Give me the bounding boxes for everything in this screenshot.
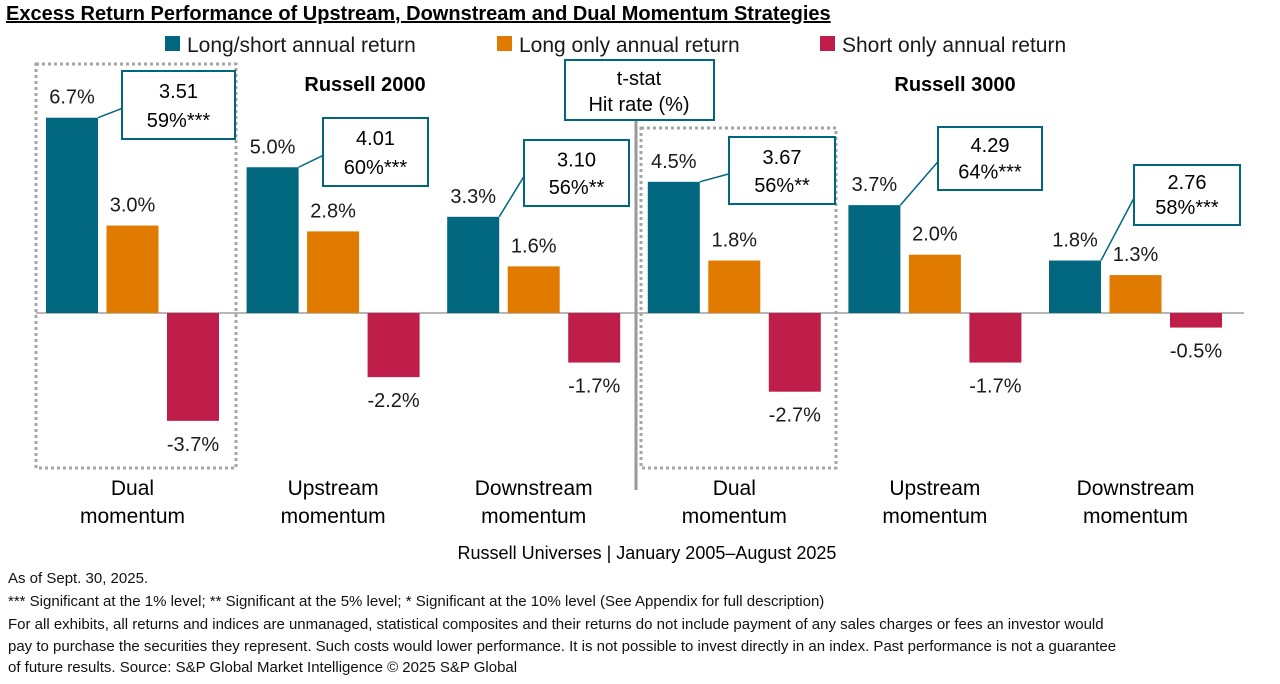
callout-hit-rate: 56%**: [549, 177, 605, 199]
data-label: 1.8%: [1052, 230, 1098, 252]
data-label: -3.7%: [167, 434, 219, 456]
legend-label: Long/short annual return: [187, 34, 416, 57]
data-label: 3.7%: [852, 174, 898, 196]
legend-swatch: [165, 36, 180, 51]
data-label: 4.5%: [651, 151, 697, 173]
bar-short-only-annual-return: [167, 313, 219, 421]
category-label: momentum: [481, 505, 586, 528]
callout-connector: [498, 175, 525, 218]
callout-hit-rate: 58%***: [1155, 197, 1219, 219]
legend-label: Long only annual return: [519, 34, 740, 57]
category-label: Dual: [713, 477, 756, 500]
callout-connector: [298, 154, 324, 168]
callout-hit-rate: 60%***: [344, 157, 408, 179]
data-label: 3.0%: [110, 195, 156, 217]
data-label: 1.3%: [1113, 244, 1159, 266]
footnote-source: of future results. Source: S&P Global Ma…: [8, 659, 518, 676]
highlight-box: [34, 62, 238, 470]
bar-short-only-annual-return: [367, 313, 420, 378]
category-label: momentum: [80, 505, 185, 528]
callout-box: [1133, 164, 1241, 226]
footnote-significance: *** Significant at the 1% level; ** Sign…: [8, 593, 825, 610]
bar-long-short-annual-return: [46, 117, 98, 313]
category-label: momentum: [682, 505, 787, 528]
highlight-box: [639, 126, 838, 470]
bar-short-only-annual-return: [969, 313, 1022, 363]
callout-connector: [899, 161, 939, 206]
panel-title: Russell 2000: [304, 74, 425, 96]
bar-short-only-annual-return: [1170, 313, 1222, 328]
bar-long-only-annual-return: [507, 266, 560, 313]
data-label: 1.8%: [712, 230, 758, 252]
callout-tstat: 4.29: [971, 135, 1010, 157]
callout-hit-rate: 64%***: [958, 162, 1022, 184]
data-label: 1.6%: [511, 235, 557, 257]
callout-box: [322, 117, 429, 187]
data-label: 5.0%: [250, 136, 296, 158]
category-label: Upstream: [889, 477, 980, 500]
legend-label: Short only annual return: [842, 34, 1066, 57]
category-label: Downstream: [475, 477, 593, 500]
chart-title: Excess Return Performance of Upstream, D…: [6, 3, 831, 25]
category-label: momentum: [1083, 505, 1188, 528]
panel-title: Russell 3000: [894, 74, 1015, 96]
callout-tstat: 4.01: [356, 128, 395, 150]
data-label: 2.0%: [912, 224, 958, 246]
footnote-disclaimer-1: For all exhibits, all returns and indice…: [8, 616, 1104, 633]
data-label: -0.5%: [1170, 341, 1222, 363]
data-label: -2.7%: [769, 405, 821, 427]
callout-connector: [1100, 197, 1135, 261]
callout-tstat: 3.51: [159, 81, 198, 103]
bar-long-only-annual-return: [908, 254, 961, 313]
data-label: -1.7%: [568, 376, 620, 398]
data-label: 6.7%: [49, 87, 95, 109]
bar-long-short-annual-return: [1049, 260, 1101, 313]
callout-box: [728, 136, 836, 205]
callout-hit-rate: 56%**: [754, 175, 810, 197]
bar-short-only-annual-return: [568, 313, 621, 363]
bar-long-only-annual-return: [106, 225, 159, 313]
data-label: 2.8%: [310, 200, 356, 222]
callout-tstat: 3.10: [557, 149, 596, 171]
callout-box: [937, 126, 1043, 191]
callout-hit-rate: 59%***: [147, 110, 211, 132]
callout-tstat: 2.76: [1168, 172, 1207, 194]
category-label: Upstream: [288, 477, 379, 500]
annotation-legend-box: [564, 59, 715, 121]
category-label: momentum: [281, 505, 386, 528]
bar-long-short-annual-return: [848, 205, 901, 313]
callout-connector: [97, 107, 123, 119]
category-label: Downstream: [1077, 477, 1195, 500]
annotation-legend-hit-rate: Hit rate (%): [588, 94, 689, 116]
data-label: -1.7%: [969, 376, 1021, 398]
data-label: -2.2%: [367, 390, 419, 412]
footnote-disclaimer-2: pay to purchase the securities they repr…: [8, 638, 1117, 655]
footnote-date: As of Sept. 30, 2025.: [8, 570, 149, 587]
callout-tstat: 3.67: [763, 147, 802, 169]
legend-swatch: [497, 36, 512, 51]
bar-long-short-annual-return: [246, 167, 299, 313]
category-label: momentum: [882, 505, 987, 528]
legend-swatch: [820, 36, 835, 51]
callout-box: [523, 139, 630, 207]
bar-long-short-annual-return: [447, 216, 500, 313]
data-label: 3.3%: [450, 186, 496, 208]
bar-short-only-annual-return: [768, 313, 821, 392]
annotation-legend-tstat: t-stat: [617, 68, 662, 90]
bar-long-short-annual-return: [647, 181, 700, 313]
callout-box: [121, 70, 236, 140]
bar-long-only-annual-return: [708, 260, 761, 313]
callout-connector: [699, 173, 730, 183]
legend: Long/short annual return Long only annual…: [165, 34, 1066, 57]
bar-long-only-annual-return: [307, 231, 360, 313]
x-axis-title: Russell Universes | January 2005–August …: [458, 543, 837, 563]
bar-long-only-annual-return: [1109, 275, 1162, 313]
category-label: Dual: [111, 477, 154, 500]
